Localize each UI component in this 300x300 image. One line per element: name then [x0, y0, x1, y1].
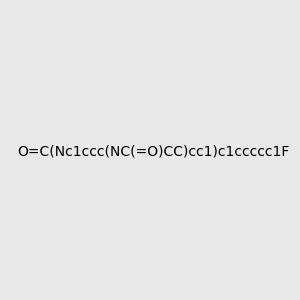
- Text: O=C(Nc1ccc(NC(=O)CC)cc1)c1ccccc1F: O=C(Nc1ccc(NC(=O)CC)cc1)c1ccccc1F: [18, 145, 290, 158]
